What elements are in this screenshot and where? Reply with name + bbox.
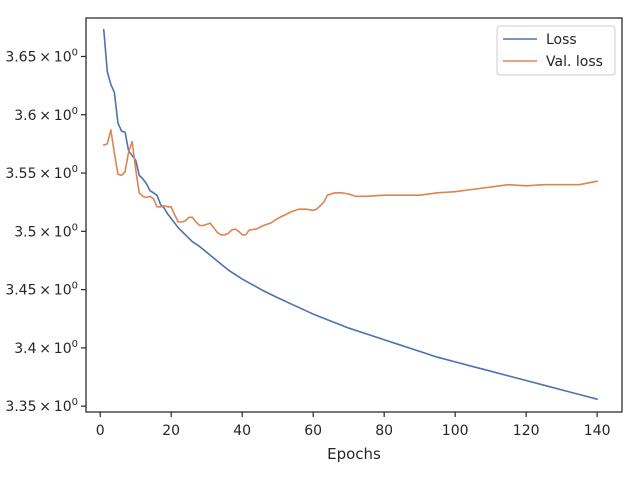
y-tick-label: 3.4 × 100: [14, 339, 78, 357]
legend-label-loss: Loss: [546, 32, 577, 48]
y-tick-label: 3.45 × 100: [5, 281, 78, 299]
x-tick-label: 140: [584, 423, 611, 439]
x-axis-ticks: 0 20 40 60 80 100 120 140: [96, 412, 611, 439]
x-tick-label: 40: [233, 423, 251, 439]
x-tick-label: 20: [162, 423, 180, 439]
legend: Loss Val. loss: [496, 25, 616, 76]
x-axis-label: Epochs: [327, 445, 381, 463]
plot-frame: [85, 17, 623, 413]
y-tick-label: 3.55 × 100: [5, 164, 78, 182]
x-tick-label: 100: [442, 423, 469, 439]
x-tick-label: 120: [513, 423, 540, 439]
legend-label-val-loss: Val. loss: [546, 54, 603, 70]
y-tick-label: 3.6 × 100: [14, 106, 78, 124]
y-axis-ticks: 3.35 × 100 3.4 × 100 3.45 × 100 3.5 × 100 3.…: [5, 47, 86, 415]
y-tick-label: 3.65 × 100: [5, 47, 78, 65]
series-layer: [102, 28, 598, 400]
x-tick-label: 80: [375, 423, 393, 439]
y-tick-label: 3.5 × 100: [14, 222, 78, 240]
x-tick-label: 60: [304, 423, 322, 439]
x-tick-label: 0: [96, 423, 105, 439]
series-line-val-loss: [102, 129, 598, 236]
y-tick-label: 3.35 × 100: [5, 397, 78, 415]
plot-background: [86, 18, 622, 412]
